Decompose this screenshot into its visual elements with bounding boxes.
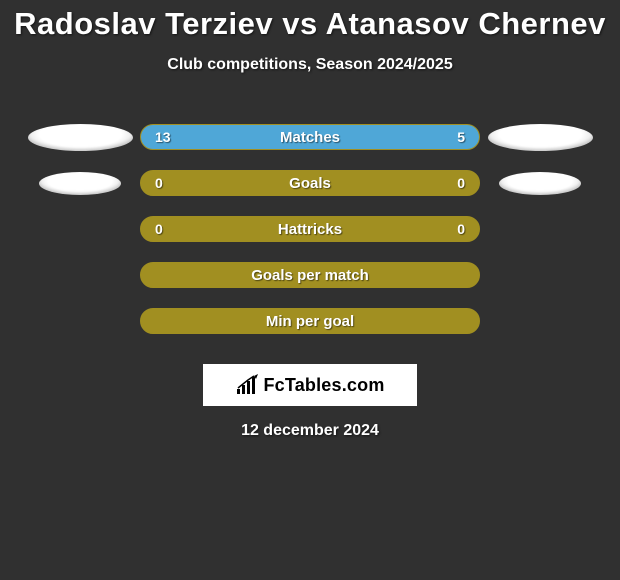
comparison-card: Radoslav Terziev vs Atanasov Chernev Clu… [0, 0, 620, 580]
stat-bar-wrap: 13 5 Matches [140, 124, 480, 150]
player-photo-right-slot [480, 172, 600, 195]
stat-row: 0 0 Goals [0, 160, 620, 206]
stat-bar: 0 0 Hattricks [140, 216, 480, 242]
date-text: 12 december 2024 [0, 422, 620, 440]
stat-row: 0 0 Hattricks [0, 206, 620, 252]
stat-bar: 13 5 Matches [140, 124, 480, 150]
page-title: Radoslav Terziev vs Atanasov Chernev [0, 0, 620, 42]
stat-row: Goals per match [0, 252, 620, 298]
player-photo-right-slot [480, 124, 600, 151]
page-subtitle: Club competitions, Season 2024/2025 [0, 56, 620, 74]
logo-box: FcTables.com [203, 364, 417, 406]
stat-label: Goals per match [141, 263, 479, 287]
stat-value-right: 5 [457, 129, 465, 145]
stat-bar-wrap: 0 0 Hattricks [140, 216, 480, 242]
stat-bar-wrap: Min per goal [140, 308, 480, 334]
stat-bar-wrap: Goals per match [140, 262, 480, 288]
stat-bar: Min per goal [140, 308, 480, 334]
stat-row: 13 5 Matches [0, 114, 620, 160]
player-photo-left-slot [20, 124, 140, 151]
stat-row: Min per goal [0, 298, 620, 344]
fctables-logo-icon [235, 374, 263, 396]
player-photo-right [488, 124, 593, 151]
stat-seg-left: 13 [141, 125, 384, 149]
player-photo-left-slot [20, 172, 140, 195]
player-photo-left [39, 172, 121, 195]
stat-value-left: 0 [155, 171, 163, 195]
stat-bar-wrap: 0 0 Goals [140, 170, 480, 196]
stat-value-right: 0 [457, 171, 465, 195]
stat-seg-right: 5 [384, 125, 479, 149]
stat-label: Goals [141, 171, 479, 195]
stats-rows: 13 5 Matches 0 0 Goal [0, 114, 620, 344]
player-photo-left [28, 124, 133, 151]
stat-value-right: 0 [457, 217, 465, 241]
stat-bar: 0 0 Goals [140, 170, 480, 196]
stat-bar: Goals per match [140, 262, 480, 288]
stat-label: Hattricks [141, 217, 479, 241]
stat-label: Min per goal [141, 309, 479, 333]
logo-text: FcTables.com [263, 375, 384, 396]
stat-value-left: 13 [155, 129, 171, 145]
stat-value-left: 0 [155, 217, 163, 241]
player-photo-right [499, 172, 581, 195]
